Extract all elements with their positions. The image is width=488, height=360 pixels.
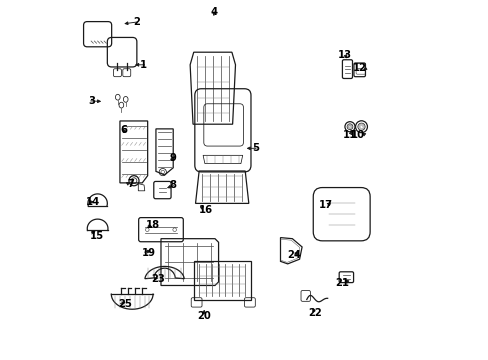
Text: 4: 4 bbox=[210, 6, 217, 17]
Text: 6: 6 bbox=[120, 125, 127, 135]
Text: 5: 5 bbox=[251, 143, 258, 153]
Text: 22: 22 bbox=[307, 308, 321, 318]
Text: 18: 18 bbox=[145, 220, 159, 230]
Text: 19: 19 bbox=[142, 248, 156, 258]
Text: 20: 20 bbox=[197, 311, 211, 321]
Text: 12: 12 bbox=[352, 63, 366, 73]
Text: 16: 16 bbox=[199, 204, 212, 215]
Text: 15: 15 bbox=[89, 231, 103, 241]
Text: 21: 21 bbox=[334, 278, 348, 288]
Text: 17: 17 bbox=[318, 200, 332, 210]
Text: 10: 10 bbox=[350, 130, 365, 140]
Text: 24: 24 bbox=[287, 250, 301, 260]
Text: 25: 25 bbox=[118, 299, 131, 309]
Text: 3: 3 bbox=[88, 96, 95, 106]
Text: 1: 1 bbox=[140, 60, 147, 70]
Text: 7: 7 bbox=[127, 179, 134, 189]
Text: 11: 11 bbox=[342, 130, 356, 140]
Text: 14: 14 bbox=[86, 197, 100, 207]
Text: 23: 23 bbox=[151, 274, 165, 284]
Text: 9: 9 bbox=[170, 153, 177, 163]
Text: 13: 13 bbox=[338, 50, 351, 60]
Text: 8: 8 bbox=[169, 180, 176, 190]
Text: 2: 2 bbox=[133, 17, 140, 27]
